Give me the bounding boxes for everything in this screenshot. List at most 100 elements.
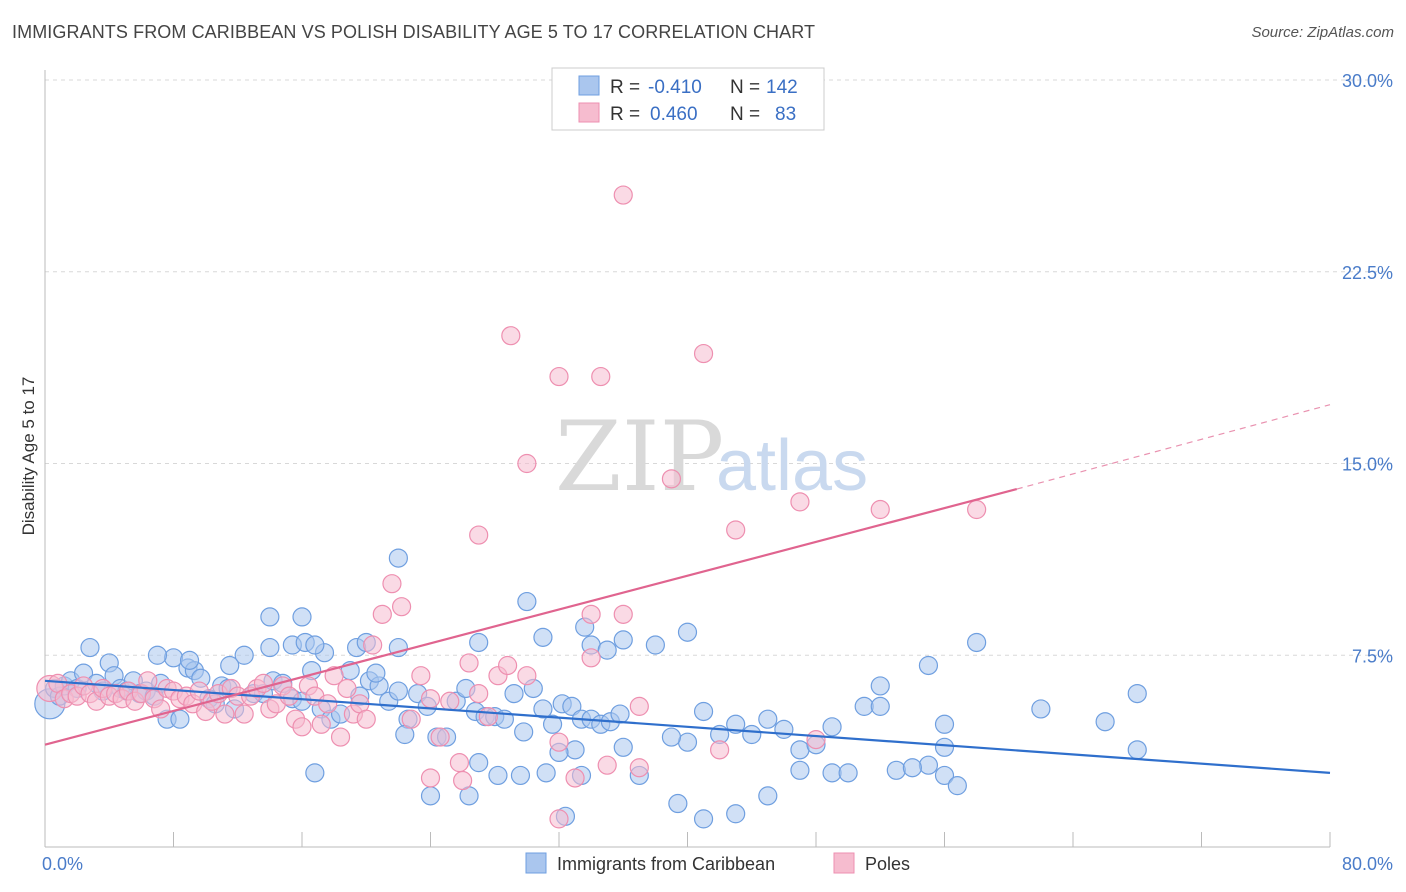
y-tick-label: 7.5% (1352, 646, 1393, 666)
data-point (449, 753, 470, 773)
data-point (693, 701, 714, 722)
data-point (591, 366, 611, 387)
data-point (514, 722, 534, 742)
data-point (478, 707, 498, 727)
data-point (549, 366, 569, 387)
data-point (147, 645, 168, 665)
data-point (581, 604, 601, 624)
data-point (613, 737, 633, 757)
data-point (80, 637, 100, 658)
x-tick-label: 80.0% (1342, 854, 1393, 874)
data-point (215, 704, 235, 724)
data-point (918, 655, 939, 676)
data-point (411, 666, 431, 686)
legend-r-value: -0.410 (648, 77, 702, 98)
data-point (1127, 683, 1147, 704)
data-point (661, 469, 682, 489)
data-point (372, 604, 392, 624)
data-point (774, 719, 794, 739)
data-point (870, 499, 890, 520)
data-point (597, 640, 617, 660)
data-point (854, 696, 874, 716)
grid-lines (45, 79, 1392, 656)
data-point (758, 709, 778, 729)
data-point (440, 691, 460, 711)
data-point (517, 453, 537, 474)
data-point (934, 765, 955, 786)
data-point (918, 755, 939, 775)
data-point (838, 763, 858, 783)
data-point (790, 740, 810, 760)
data-point (886, 760, 906, 780)
data-point (806, 730, 826, 750)
data-point (677, 732, 698, 752)
data-point (536, 763, 556, 783)
x-tick-label: 0.0% (42, 854, 83, 874)
data-point (934, 737, 955, 757)
data-point (420, 689, 441, 709)
legend-label-immigrants: Immigrants from Caribbean (557, 854, 775, 874)
data-point (822, 717, 842, 737)
data-point (934, 714, 955, 734)
data-point (967, 632, 987, 653)
data-point (179, 650, 200, 670)
data-point (549, 732, 569, 752)
x-tick-labels: 0.0% 80.0% (42, 854, 1393, 874)
data-point (391, 597, 412, 617)
data-point (366, 663, 386, 683)
trend-line-caribbean (44, 679, 1331, 774)
legend-swatch-blue (578, 75, 600, 96)
y-tick-label: 30.0% (1342, 71, 1393, 91)
data-point (597, 755, 617, 775)
series-legend: Immigrants from Caribbean Poles (525, 852, 910, 874)
data-point (562, 696, 582, 716)
data-point (870, 696, 890, 716)
data-point (668, 793, 688, 814)
data-point (533, 699, 553, 719)
data-point (138, 671, 158, 691)
data-point (469, 753, 489, 773)
trend-line-poles (44, 488, 1018, 746)
data-point (565, 768, 585, 788)
data-point (902, 758, 922, 778)
trend-lines (44, 404, 1331, 774)
data-point (790, 492, 810, 512)
data-point (1095, 712, 1115, 732)
data-point (629, 696, 649, 716)
data-point (234, 704, 254, 724)
trend-line-poles-extrapolated (1016, 404, 1331, 490)
data-point (677, 622, 698, 642)
y-tick-label: 15.0% (1342, 455, 1393, 475)
data-point (420, 768, 441, 788)
data-point (967, 499, 987, 520)
data-point (401, 709, 421, 729)
data-point (501, 326, 521, 346)
legend-r-value: 0.460 (650, 104, 698, 125)
data-point (661, 727, 682, 747)
data-point (693, 809, 714, 829)
data-point (324, 666, 344, 686)
data-point (363, 635, 383, 655)
legend-n-value: 83 (775, 104, 796, 125)
data-point (613, 185, 633, 205)
data-point (581, 648, 601, 668)
data-point (1031, 699, 1051, 719)
legend-r-label: R = (610, 77, 640, 98)
data-point (610, 704, 630, 724)
y-axis-title: Disability Age 5 to 17 (19, 377, 38, 536)
data-point (645, 635, 665, 655)
data-point (726, 714, 746, 734)
data-point (693, 343, 714, 364)
data-point (292, 607, 312, 627)
data-point (388, 548, 408, 568)
data-point (549, 809, 569, 829)
data-point (279, 686, 299, 706)
chart-title: IMMIGRANTS FROM CARIBBEAN VS POLISH DISA… (12, 22, 816, 42)
data-point (510, 765, 531, 786)
data-point (330, 727, 351, 747)
data-point (453, 770, 473, 791)
data-point (726, 520, 746, 540)
data-point (822, 763, 842, 783)
data-point (388, 681, 408, 701)
